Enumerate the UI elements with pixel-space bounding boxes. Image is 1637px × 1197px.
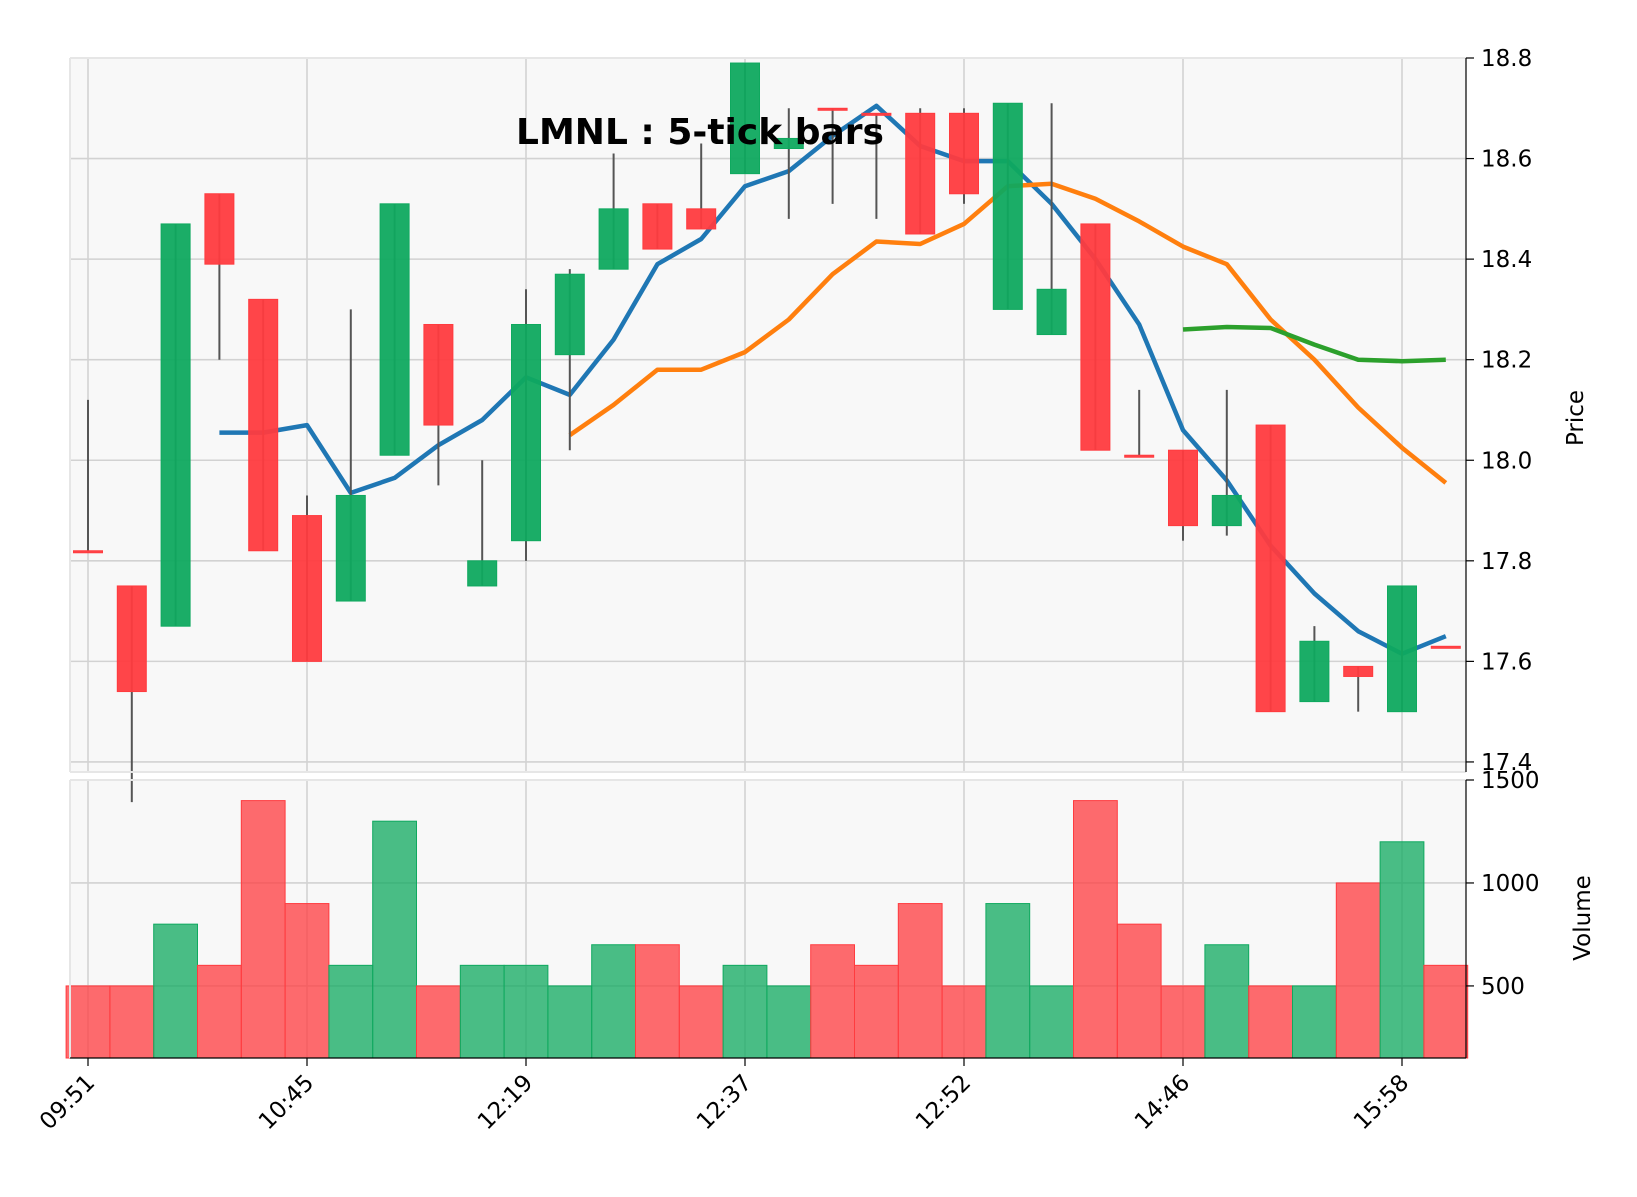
- volume-bar: [65, 985, 111, 1059]
- volume-axis-title: Volume: [1570, 875, 1596, 961]
- volume-tick-label: 1000: [1481, 871, 1540, 897]
- candle-body: [1080, 223, 1111, 451]
- candle-body: [949, 112, 979, 195]
- volume-bar: [941, 985, 987, 1059]
- candle-body: [248, 298, 279, 552]
- volume-bar: [153, 923, 198, 1059]
- candles: [73, 62, 1461, 803]
- candle-body: [379, 203, 410, 456]
- candle-body: [730, 62, 760, 175]
- volume-bar: [1204, 944, 1250, 1059]
- volume-bar: [985, 903, 1031, 1059]
- volume-tick-label: 1500: [1481, 768, 1540, 794]
- candle-body: [292, 515, 322, 662]
- volume-bar: [635, 944, 680, 1059]
- volume-bar: [1073, 800, 1118, 1059]
- candle-body: [423, 323, 454, 426]
- candle-body: [992, 102, 1023, 310]
- candle-body: [1299, 640, 1330, 703]
- candle-body: [598, 208, 629, 270]
- volume-bar: [766, 985, 812, 1059]
- volume-bar: [1379, 841, 1425, 1059]
- candle-body: [73, 550, 103, 554]
- volume-bar: [284, 903, 330, 1059]
- volume-bar: [810, 944, 856, 1059]
- volume-bar: [1248, 985, 1293, 1059]
- price-tick-label: 18.0: [1481, 448, 1532, 474]
- volume-bar: [1335, 882, 1381, 1059]
- candle-body: [773, 137, 804, 150]
- candle-body: [905, 112, 936, 235]
- volume-bar: [1423, 964, 1469, 1059]
- candle-body: [1387, 585, 1417, 713]
- candle-body: [554, 273, 585, 356]
- candle-body: [1168, 449, 1198, 527]
- candle-body: [1430, 645, 1461, 649]
- price-tick-label: 18.8: [1481, 46, 1532, 72]
- price-tick-label: 18.6: [1481, 147, 1532, 173]
- volume-bar: [591, 944, 637, 1059]
- volume-bar: [328, 964, 374, 1059]
- volume-bar: [197, 964, 242, 1059]
- candle-body: [335, 494, 366, 602]
- volume-bar: [240, 800, 286, 1059]
- volume-bar: [416, 985, 461, 1059]
- candle-body: [1255, 424, 1286, 713]
- volume-bar: [109, 985, 155, 1059]
- volume-bar: [897, 903, 943, 1059]
- volume-bar: [372, 820, 418, 1059]
- candle-body: [817, 107, 848, 111]
- candle-body: [1211, 494, 1242, 527]
- volume-bars: [65, 800, 1469, 1059]
- volume-bar: [459, 964, 505, 1059]
- price-tick-label: 18.4: [1481, 247, 1532, 273]
- volume-bar: [547, 985, 593, 1059]
- candle-body: [511, 323, 541, 542]
- volume-bar: [722, 964, 768, 1059]
- price-axis-title: Price: [1563, 390, 1589, 446]
- price-tick-label: 18.2: [1481, 348, 1532, 374]
- volume-bar: [678, 985, 724, 1059]
- volume-bar: [1116, 923, 1162, 1059]
- candle-body: [1036, 288, 1067, 336]
- price-tick-label: 17.8: [1481, 549, 1532, 575]
- candle-body: [1124, 454, 1155, 458]
- chart-title: LMNL : 5-tick bars: [516, 112, 884, 153]
- volume-bar: [1292, 985, 1337, 1059]
- price-tick-label: 17.4: [1481, 750, 1532, 776]
- candle-body: [642, 203, 673, 250]
- volume-bar: [503, 964, 549, 1059]
- candle-body: [686, 208, 717, 230]
- price-tick-label: 17.6: [1481, 649, 1532, 675]
- volume-bar: [1029, 985, 1074, 1059]
- volume-tick-label: 500: [1481, 974, 1525, 1000]
- moving-average-line: [1182, 324, 1446, 364]
- volume-bar: [1160, 985, 1206, 1059]
- candle-body: [467, 560, 498, 587]
- candle-body: [1343, 665, 1374, 677]
- volume-bar: [854, 964, 899, 1059]
- candle-body: [204, 193, 235, 265]
- candle-body: [116, 585, 147, 693]
- candle-body: [861, 112, 892, 116]
- candle-body: [160, 223, 191, 627]
